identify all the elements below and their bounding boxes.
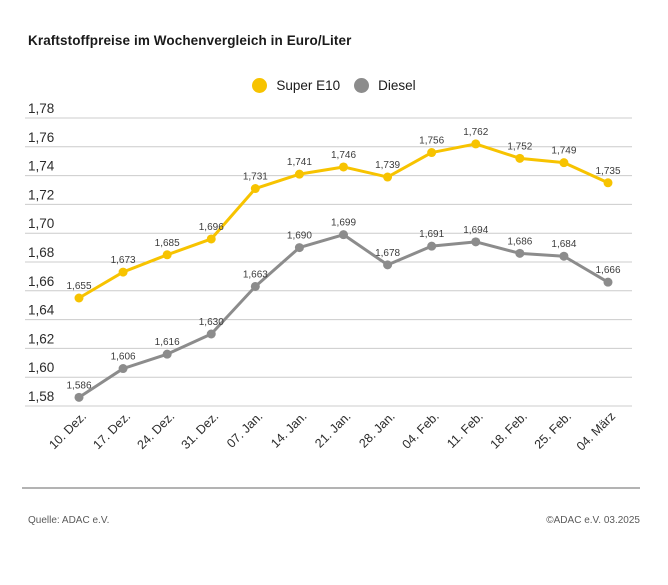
x-tick-label: 11. Feb. <box>444 409 486 451</box>
data-point-super-e10 <box>559 158 569 168</box>
data-point-diesel <box>74 392 84 402</box>
x-tick-label: 10. Dez. <box>46 409 89 452</box>
value-label-super-e10: 1,749 <box>551 146 576 157</box>
value-label-diesel: 1,691 <box>419 229 444 240</box>
value-label-diesel: 1,678 <box>375 248 400 259</box>
y-tick-label: 1,62 <box>28 331 54 346</box>
value-label-super-e10: 1,756 <box>419 136 444 147</box>
data-point-diesel <box>471 237 481 247</box>
data-point-super-e10 <box>294 169 304 179</box>
y-tick-label: 1,64 <box>28 303 55 318</box>
data-point-super-e10 <box>250 184 260 194</box>
y-tick-label: 1,66 <box>28 274 54 289</box>
y-tick-label: 1,78 <box>28 101 54 116</box>
super-e10-dot-icon <box>252 78 268 93</box>
data-point-diesel <box>118 364 128 374</box>
value-label-diesel: 1,666 <box>595 265 620 276</box>
y-tick-label: 1,76 <box>28 130 54 145</box>
diesel-dot-icon <box>354 78 370 93</box>
x-tick-label: 18. Feb. <box>488 409 530 451</box>
y-tick-label: 1,74 <box>28 159 55 174</box>
data-point-diesel <box>427 241 437 251</box>
copyright-note: ©ADAC e.V. 03.2025 <box>546 515 640 526</box>
legend-item-super-e10: Super E10 <box>252 78 340 93</box>
data-point-diesel <box>206 329 216 339</box>
legend-label-super-e10: Super E10 <box>276 78 341 93</box>
y-tick-label: 1,70 <box>28 216 54 231</box>
data-point-super-e10 <box>603 178 613 188</box>
value-label-super-e10: 1,741 <box>287 157 312 168</box>
value-label-super-e10: 1,739 <box>375 160 400 171</box>
data-point-super-e10 <box>339 162 348 172</box>
value-label-super-e10: 1,762 <box>463 127 488 138</box>
value-label-diesel: 1,606 <box>111 352 136 363</box>
x-tick-label: 04. Feb. <box>399 409 441 451</box>
data-point-super-e10 <box>515 153 525 163</box>
y-tick-label: 1,72 <box>28 187 54 202</box>
value-label-diesel: 1,699 <box>331 218 356 229</box>
value-label-super-e10: 1,696 <box>199 222 224 233</box>
value-label-diesel: 1,630 <box>199 317 224 328</box>
value-label-diesel: 1,686 <box>507 236 532 247</box>
data-point-super-e10 <box>471 139 481 149</box>
value-label-super-e10: 1,673 <box>111 255 136 266</box>
value-label-diesel: 1,694 <box>463 225 488 236</box>
data-point-super-e10 <box>427 148 437 158</box>
chart-legend: Super E10 Diesel <box>0 78 668 93</box>
data-point-diesel <box>515 248 525 258</box>
x-tick-label: 04. März <box>574 409 618 453</box>
data-point-super-e10 <box>206 234 216 244</box>
data-point-super-e10 <box>383 172 393 182</box>
x-tick-label: 17. Dez. <box>90 409 133 452</box>
data-point-diesel <box>383 260 393 270</box>
data-point-diesel <box>559 251 569 261</box>
value-label-super-e10: 1,731 <box>243 172 268 183</box>
x-tick-label: 24. Dez. <box>134 409 177 452</box>
y-tick-label: 1,58 <box>28 389 54 404</box>
x-tick-label: 21. Jan. <box>312 409 353 450</box>
data-point-diesel <box>603 277 613 287</box>
chart-title: Kraftstoffpreise im Wochenvergleich in E… <box>28 33 352 48</box>
data-point-diesel <box>250 281 260 291</box>
value-label-diesel: 1,586 <box>66 380 91 391</box>
data-point-super-e10 <box>118 267 128 277</box>
data-point-diesel <box>294 243 304 253</box>
value-label-super-e10: 1,685 <box>155 238 180 249</box>
x-tick-label: 25. Feb. <box>532 409 574 451</box>
value-label-diesel: 1,616 <box>155 337 180 348</box>
value-label-super-e10: 1,735 <box>595 166 620 177</box>
y-tick-label: 1,68 <box>28 245 54 260</box>
legend-label-diesel: Diesel <box>378 78 416 93</box>
data-point-super-e10 <box>74 293 84 303</box>
x-tick-label: 14. Jan. <box>268 409 309 450</box>
x-tick-label: 31. Dez. <box>179 409 222 452</box>
x-tick-label: 07. Jan. <box>224 409 265 450</box>
y-tick-label: 1,60 <box>28 360 54 375</box>
value-label-super-e10: 1,752 <box>507 141 532 152</box>
value-label-diesel: 1,690 <box>287 231 312 242</box>
x-tick-label: 28. Jan. <box>356 409 397 450</box>
value-label-super-e10: 1,746 <box>331 150 356 161</box>
legend-item-diesel: Diesel <box>354 78 416 93</box>
data-point-diesel <box>162 349 172 359</box>
source-note: Quelle: ADAC e.V. <box>28 515 110 526</box>
value-label-diesel: 1,684 <box>551 239 576 250</box>
data-point-diesel <box>339 230 348 240</box>
value-label-diesel: 1,663 <box>243 269 268 280</box>
data-point-super-e10 <box>162 250 172 260</box>
footer-divider <box>22 487 640 489</box>
value-label-super-e10: 1,655 <box>66 281 91 292</box>
